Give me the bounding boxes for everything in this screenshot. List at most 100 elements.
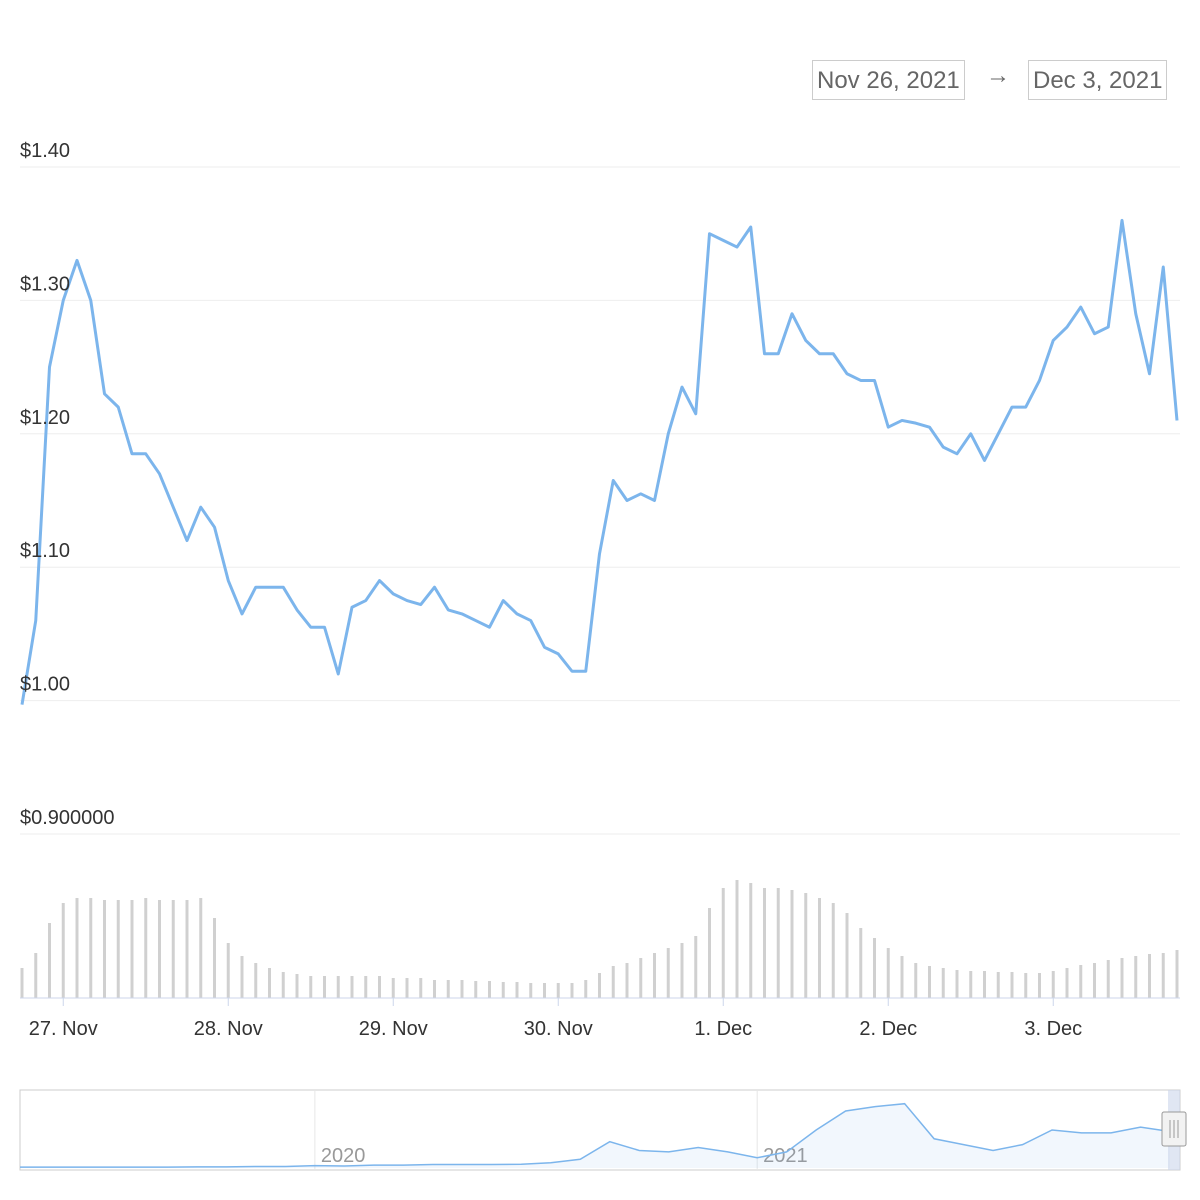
volume-bar [1120, 958, 1124, 998]
volume-bar [969, 971, 973, 998]
volume-bar [598, 973, 601, 998]
volume-bar [75, 898, 79, 998]
volume-bar [240, 956, 244, 998]
volume-bar [378, 976, 381, 998]
volume-bar [281, 972, 285, 998]
volume-bar [199, 898, 203, 998]
volume-bar [914, 963, 918, 998]
volume-bar [405, 978, 409, 998]
volume-bar [735, 880, 739, 998]
price-line [20, 218, 1179, 705]
volume-bar [804, 893, 808, 998]
volume-bar [776, 888, 780, 998]
volume-bar [763, 888, 766, 998]
volume-bar [1161, 953, 1165, 998]
volume-bar [20, 968, 24, 998]
volume-bar [996, 972, 1000, 998]
x-tick-label: 1. Dec [694, 1018, 752, 1040]
volume-bar [144, 898, 148, 998]
volume-bar [983, 971, 986, 998]
date-separator: → [986, 62, 1010, 89]
volume-bar [323, 976, 326, 998]
volume-bar [1038, 973, 1041, 998]
volume-bar [1024, 973, 1028, 998]
volume-bar [350, 976, 354, 998]
volume-bar [213, 918, 216, 998]
volume-bar [625, 963, 629, 998]
volume-bar [955, 970, 959, 998]
date-to[interactable]: Dec 3, 2021 [1028, 60, 1168, 100]
volume-bar [529, 983, 533, 998]
x-tick-label: 27. Nov [29, 1018, 98, 1040]
volume-bar [474, 981, 478, 998]
volume-bar [900, 956, 904, 998]
volume-bar [886, 948, 890, 998]
volume-bar [1079, 965, 1083, 998]
volume-bar [556, 983, 560, 998]
y-tick-label: $1.00 [20, 674, 70, 696]
navigator-area [20, 1103, 1170, 1168]
volume-bar [364, 976, 368, 998]
volume-bar [501, 982, 505, 998]
volume-bar [254, 963, 258, 998]
navigator-label: 2020 [321, 1145, 366, 1167]
volume-bar [653, 953, 656, 998]
volume-bar [89, 898, 93, 998]
x-tick-label: 30. Nov [524, 1018, 593, 1040]
volume-bar [1065, 968, 1069, 998]
volume-bar [666, 948, 670, 998]
volume-bar [708, 908, 711, 998]
volume-bar [419, 978, 423, 998]
volume-bar [1106, 960, 1110, 998]
volume-bar [611, 966, 615, 998]
volume-bar [570, 983, 574, 998]
y-tick-label: $1.20 [20, 407, 70, 429]
volume-bar [309, 976, 313, 998]
volume-bar [1093, 963, 1096, 998]
volume-bar [158, 900, 161, 998]
volume-bar [446, 980, 450, 998]
volume-bar [185, 900, 189, 998]
volume-bar [488, 981, 491, 998]
volume-bar [845, 913, 849, 998]
volume-bar [1175, 950, 1179, 998]
volume-bar [1134, 956, 1138, 998]
volume-bar [48, 923, 51, 998]
volume-bar [941, 968, 945, 998]
volume-bar [515, 982, 519, 998]
navigator-line [20, 1102, 1171, 1168]
volume-bar [639, 958, 643, 998]
volume-bar [433, 980, 436, 998]
volume-bar [1051, 971, 1055, 998]
x-tick-label: 29. Nov [359, 1018, 428, 1040]
volume-bar [336, 976, 340, 998]
volume-bar [584, 980, 588, 998]
volume-bar [391, 978, 395, 998]
y-tick-label: $1.30 [20, 273, 70, 295]
navigator-label: 2021 [763, 1145, 808, 1167]
volume-bar [680, 943, 684, 998]
volume-bar [103, 900, 106, 998]
date-from[interactable]: Nov 26, 2021 [812, 60, 965, 100]
volume-bar [831, 903, 835, 998]
volume-bar [460, 980, 464, 998]
volume-bar [1010, 972, 1014, 998]
x-tick-label: 2. Dec [859, 1018, 917, 1040]
volume-bar [130, 900, 134, 998]
x-tick-label: 3. Dec [1024, 1018, 1082, 1040]
volume-bar [694, 936, 698, 998]
volume-bar [543, 983, 546, 998]
volume-bar [873, 938, 876, 998]
handle-grip [1169, 1120, 1179, 1138]
volume-bar [818, 898, 821, 998]
y-tick-label: $0.900000 [20, 807, 115, 829]
volume-bar [34, 953, 38, 998]
y-tick-label: $1.10 [20, 540, 70, 562]
volume-bar [171, 900, 175, 998]
volume-bar [268, 968, 271, 998]
volume-bar [790, 890, 794, 998]
volume-bar [295, 974, 299, 998]
volume-bar [749, 883, 753, 998]
